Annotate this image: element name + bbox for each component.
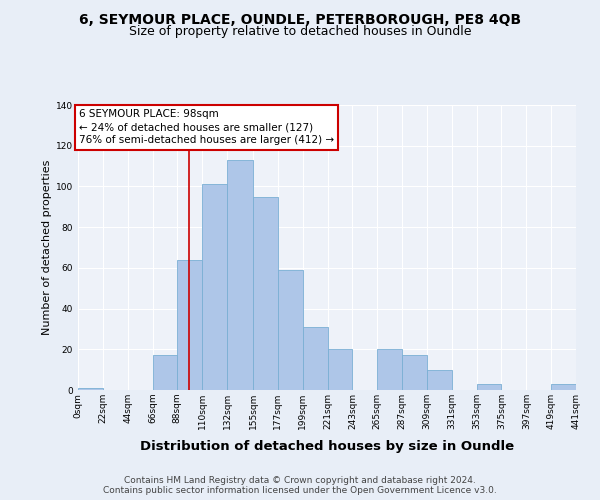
- Text: Contains public sector information licensed under the Open Government Licence v3: Contains public sector information licen…: [103, 486, 497, 495]
- Y-axis label: Number of detached properties: Number of detached properties: [42, 160, 52, 335]
- Bar: [402, 356, 427, 390]
- Bar: [178, 260, 202, 390]
- Text: 6, SEYMOUR PLACE, OUNDLE, PETERBOROUGH, PE8 4QB: 6, SEYMOUR PLACE, OUNDLE, PETERBOROUGH, …: [79, 12, 521, 26]
- Text: Size of property relative to detached houses in Oundle: Size of property relative to detached ho…: [129, 25, 471, 38]
- Bar: [227, 160, 253, 390]
- Text: 6 SEYMOUR PLACE: 98sqm
← 24% of detached houses are smaller (127)
76% of semi-de: 6 SEYMOUR PLACE: 98sqm ← 24% of detached…: [79, 109, 334, 146]
- X-axis label: Distribution of detached houses by size in Oundle: Distribution of detached houses by size …: [140, 440, 514, 454]
- Bar: [78, 388, 103, 390]
- Bar: [427, 370, 452, 390]
- Bar: [152, 356, 178, 390]
- Bar: [551, 384, 576, 390]
- Bar: [476, 384, 502, 390]
- Bar: [377, 350, 402, 390]
- Bar: [202, 184, 227, 390]
- Bar: [278, 270, 303, 390]
- Text: Contains HM Land Registry data © Crown copyright and database right 2024.: Contains HM Land Registry data © Crown c…: [124, 476, 476, 485]
- Bar: [328, 350, 352, 390]
- Bar: [303, 327, 328, 390]
- Bar: [253, 196, 278, 390]
